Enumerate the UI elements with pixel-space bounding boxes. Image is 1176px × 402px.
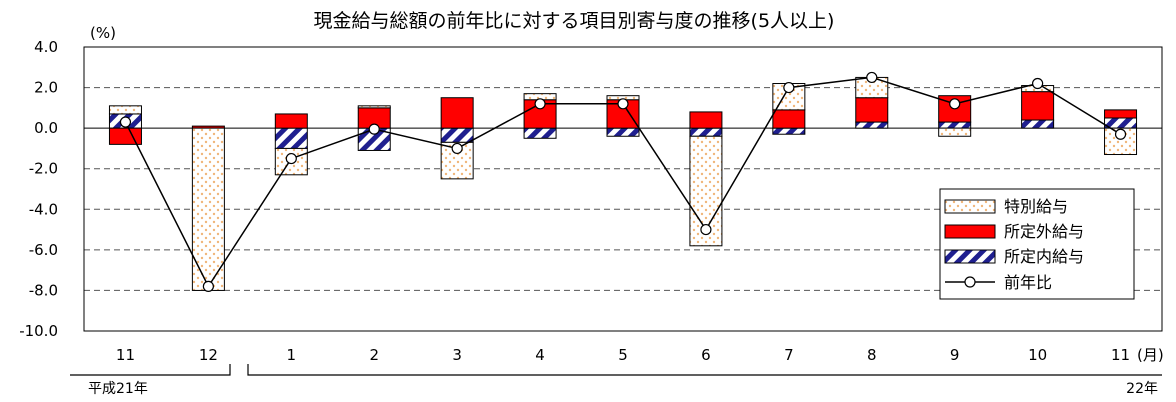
- bar-overtime: [274, 113, 308, 129]
- x-tick-label: 10: [1028, 346, 1047, 364]
- yoy-point: [451, 142, 463, 155]
- bar-overtime: [855, 97, 889, 123]
- y-tick-label: 2.0: [34, 79, 58, 97]
- x-tick-labels: 11 12 1 2 3 4 5 6 7 8 9 10 11: [116, 346, 1130, 364]
- x-tick-label: 6: [701, 346, 711, 364]
- x-tick-label: 7: [784, 346, 794, 364]
- legend-label-overtime: 所定外給与: [1004, 222, 1084, 241]
- bar-overtime: [689, 111, 723, 129]
- bar-overtime: [108, 127, 142, 145]
- x-axis-groupers: 平成21年 22年: [70, 364, 1162, 397]
- yoy-point: [1114, 128, 1127, 140]
- bar-special: [191, 127, 225, 291]
- y-unit-label: (%): [90, 24, 116, 42]
- x-tick-label: 9: [950, 346, 960, 364]
- y-tick-labels: 4.0 2.0 0.0 -2.0 -4.0 -6.0 -8.0 -10.0: [19, 38, 58, 340]
- bar-scheduled: [440, 127, 474, 143]
- bar-scheduled: [274, 127, 308, 149]
- bar-overtime: [772, 109, 806, 129]
- x-tick-label: 11: [1111, 346, 1130, 364]
- bar-special: [938, 127, 972, 137]
- bar-special: [108, 105, 142, 115]
- x-unit-label: (月): [1137, 346, 1164, 364]
- y-tick-label: -10.0: [19, 322, 58, 340]
- legend-label-special: 特別給与: [1004, 197, 1068, 216]
- yoy-point: [617, 98, 629, 110]
- chart-title: 現金給与総額の前年比に対する項目別寄与度の推移(5人以上): [314, 10, 835, 32]
- x-tick-label: 4: [535, 346, 545, 364]
- grouper-bracket-2009: [70, 364, 231, 376]
- yoy-point: [534, 98, 546, 110]
- yoy-point: [700, 223, 712, 236]
- bar-overtime: [1104, 109, 1138, 119]
- grouper-bracket-2010: [247, 364, 1162, 376]
- yoy-line-series: [119, 71, 1127, 292]
- x-tick-label: 5: [618, 346, 628, 364]
- bar-special: [357, 105, 391, 109]
- y-tick-label: -8.0: [29, 281, 58, 299]
- yoy-point: [119, 116, 132, 128]
- bar-scheduled: [523, 127, 557, 139]
- plot-frame: [83, 46, 1163, 332]
- yoy-point: [949, 98, 961, 110]
- y-tick-label: -4.0: [29, 200, 58, 218]
- x-tick-label: 11: [116, 346, 135, 364]
- yoy-point: [202, 280, 214, 292]
- yoy-point: [285, 152, 297, 165]
- legend-swatch-special: [944, 199, 996, 214]
- legend: 特別給与 所定外給与 所定内給与 前年比: [939, 188, 1135, 300]
- x-tick-label: 2: [369, 346, 379, 364]
- legend-swatch-overtime: [944, 224, 996, 239]
- yoy-point: [1032, 77, 1044, 90]
- bar-scheduled: [855, 121, 889, 129]
- bar-overtime: [440, 97, 474, 129]
- legend-swatch-scheduled: [944, 249, 996, 264]
- year-label-2010: 22年: [1126, 381, 1158, 397]
- year-label-2009: 平成21年: [88, 381, 148, 397]
- yoy-point: [783, 81, 795, 94]
- y-tick-label: -6.0: [29, 241, 58, 259]
- bar-scheduled: [938, 121, 972, 129]
- bar-overtime: [1021, 91, 1055, 121]
- legend-label-line: 前年比: [1004, 273, 1052, 292]
- x-tick-label: 8: [867, 346, 877, 364]
- bar-scheduled: [689, 127, 723, 137]
- bar-scheduled: [606, 127, 640, 137]
- bar-special: [274, 147, 308, 176]
- y-tick-label: -2.0: [29, 160, 58, 178]
- yoy-point: [866, 71, 878, 84]
- bar-scheduled: [1021, 119, 1055, 129]
- legend-marker-line: [964, 276, 976, 288]
- bar-scheduled: [772, 127, 806, 135]
- legend-label-scheduled: 所定内給与: [1004, 247, 1084, 266]
- x-tick-label: 1: [287, 346, 297, 364]
- yoy-point: [368, 123, 380, 135]
- y-tick-label: 0.0: [34, 119, 58, 137]
- x-tick-label: 3: [452, 346, 462, 364]
- y-tick-label: 4.0: [34, 38, 58, 56]
- x-tick-label: 12: [199, 346, 218, 364]
